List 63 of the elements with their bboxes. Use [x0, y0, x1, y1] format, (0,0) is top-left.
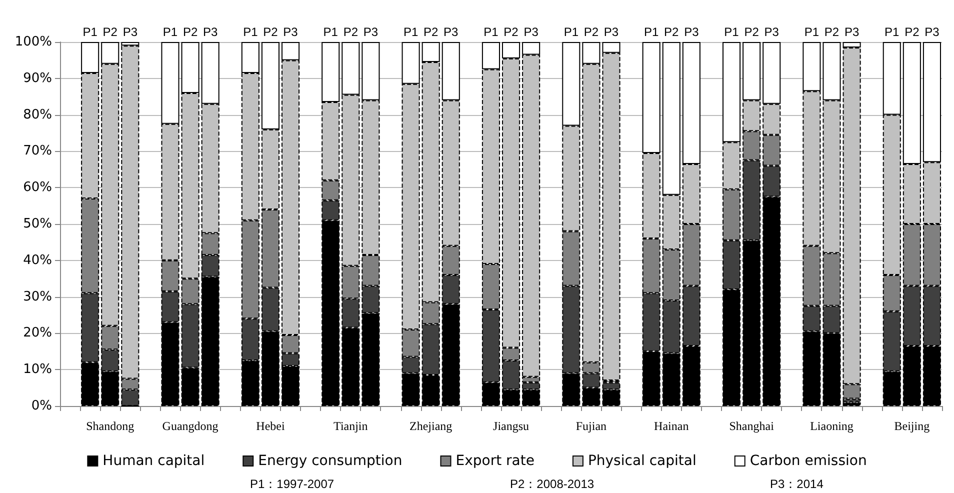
y-tick-label: 40%: [23, 252, 52, 268]
x-tick-label: P3: [604, 25, 619, 39]
text: P3：2014: [770, 477, 824, 491]
x-tick-label: P3: [844, 25, 860, 39]
legend-label: Export rate: [456, 453, 534, 469]
y-tick-label: 50%: [23, 216, 52, 232]
x-tick-label: P1: [804, 25, 820, 39]
y-tick-label: 10%: [23, 362, 52, 378]
text: Zhejiang: [410, 419, 452, 433]
y-tick-label: 20%: [23, 326, 52, 341]
x-tick-label: P3: [684, 25, 700, 39]
x-tick-label: P2: [584, 25, 599, 39]
legend-label: Energy consumption: [258, 453, 402, 469]
x-tick-label: P3: [764, 25, 780, 39]
x-tick-label: P3: [202, 25, 218, 39]
y-tick-label: 60%: [23, 180, 52, 196]
text: Tianjin: [334, 419, 368, 433]
text: Shandong: [86, 419, 134, 433]
x-tick-label: P1: [403, 25, 418, 39]
x-tick-label: P1: [484, 25, 499, 39]
x-tick-label: P1: [884, 25, 900, 39]
x-tick-label: P3: [444, 25, 459, 39]
x-tick-label: P2: [263, 25, 278, 39]
text: Jiangsu: [493, 419, 530, 433]
y-tick-label: 0%: [31, 398, 52, 414]
x-tick-label: P1: [162, 25, 178, 39]
x-tick-label: P2: [102, 25, 118, 39]
y-tick-label: 70%: [23, 144, 52, 159]
text: P2：2008-2013: [510, 477, 594, 491]
x-tick-label: P2: [423, 25, 438, 39]
x-tick-label: P1: [323, 25, 338, 39]
text: Fujian: [576, 419, 607, 433]
text: P1：1997-2007: [250, 477, 334, 491]
y-tick-label: 80%: [23, 107, 52, 122]
x-tick-label: P1: [82, 25, 98, 39]
x-tick-label: P1: [644, 25, 659, 39]
text: Hainan: [654, 419, 689, 433]
legend-label: Human capital: [102, 453, 205, 469]
x-tick-label: P3: [924, 25, 940, 39]
x-tick-label: P2: [744, 25, 760, 39]
x-tick-label: P3: [524, 25, 539, 39]
text: Guangdong: [162, 419, 218, 433]
x-tick-label: P3: [283, 25, 298, 39]
x-tick-label: P1: [243, 25, 258, 39]
text: Liaoning: [810, 419, 854, 433]
y-tick-label: 90%: [23, 70, 52, 86]
x-tick-label: P2: [904, 25, 920, 39]
x-tick-label: P2: [182, 25, 198, 39]
y-tick-label: 100%: [14, 34, 52, 50]
x-tick-label: P1: [564, 25, 579, 39]
y-tick-label: 30%: [23, 289, 52, 304]
text: Beijing: [894, 419, 930, 433]
x-tick-label: P1: [724, 25, 740, 39]
text: Hebei: [256, 419, 286, 433]
x-tick-label: P2: [343, 25, 358, 39]
x-tick-label: P2: [824, 25, 840, 39]
x-tick-label: P2: [664, 25, 680, 39]
x-tick-label: P3: [363, 25, 378, 39]
text: Shanghai: [729, 419, 775, 433]
x-tick-label: P2: [504, 25, 519, 39]
x-tick-label: P3: [122, 25, 138, 39]
legend-label: Physical capital: [588, 453, 696, 469]
legend-label: Carbon emission: [750, 453, 867, 469]
